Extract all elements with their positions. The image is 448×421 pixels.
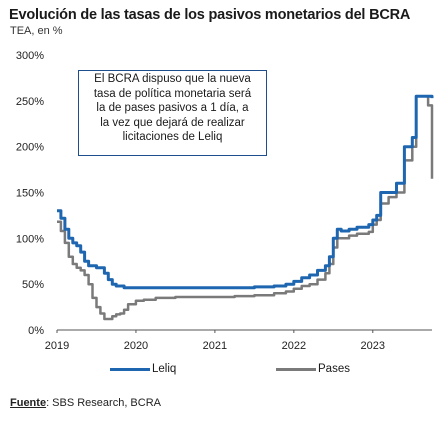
- chart-title: Evolución de las tasas de los pasivos mo…: [9, 7, 411, 23]
- annotation-line: El BCRA dispuso que la nueva: [94, 73, 251, 85]
- annotation-line: licitaciones de Leliq: [122, 131, 223, 143]
- x-tick-label: 2020: [124, 340, 148, 352]
- legend-item-pases: Pases: [276, 363, 350, 375]
- y-tick-label: 250%: [16, 96, 44, 108]
- x-tick-label: 2023: [361, 340, 385, 352]
- legend-swatch-pases: [276, 367, 316, 371]
- legend-item-leliq: Leliq: [110, 363, 176, 375]
- source-label: Fuente: [10, 397, 47, 409]
- legend-swatch-leliq: [110, 367, 150, 371]
- series-line-leliq: [57, 94, 434, 290]
- y-tick-label: 50%: [22, 279, 44, 291]
- x-tick-label: 2021: [203, 340, 227, 352]
- legend-label-pases: Pases: [318, 363, 350, 375]
- y-tick-label: 300%: [16, 50, 44, 62]
- y-tick-label: 100%: [16, 233, 44, 245]
- legend-label-leliq: Leliq: [152, 363, 177, 375]
- x-tick-label: 2022: [282, 340, 306, 352]
- annotation-line: tasa de política monetaria será: [93, 87, 252, 100]
- y-tick-label: 0%: [28, 325, 44, 337]
- source-note: Fuente: SBS Research, BCRA: [10, 397, 161, 409]
- x-tick-label: 2019: [45, 340, 69, 352]
- annotation-box: El BCRA dispuso que la nueva tasa de pol…: [78, 70, 267, 156]
- annotation-line: la de pases pasivos a 1 día, a: [96, 102, 249, 114]
- y-tick-label: 150%: [16, 188, 44, 200]
- annotation-line: la vez que dejará de realizar: [100, 116, 245, 129]
- source-text: : SBS Research, BCRA: [46, 397, 161, 409]
- y-tick-label: 200%: [16, 142, 44, 154]
- chart-subtitle: TEA, en %: [10, 25, 63, 37]
